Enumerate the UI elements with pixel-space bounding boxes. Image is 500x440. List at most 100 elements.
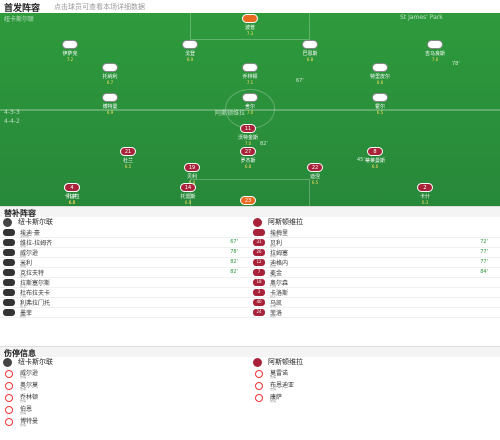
shirt-number-badge — [3, 239, 15, 246]
event-time: 45' — [357, 157, 365, 163]
sub-player-row[interactable]: 埃梅里 主教练 — [250, 228, 500, 238]
sub-player-row[interactable]: 24 菲洛 前锋 — [250, 308, 500, 318]
sub-player-row[interactable]: 7 麦金 中场 84' — [250, 268, 500, 278]
sub-player-position: 主教练 — [20, 234, 30, 238]
sub-player-name: 埃梅里 — [270, 230, 289, 237]
lineup-title: 首发阵容 — [4, 4, 41, 14]
player-shirt-icon: 2 — [417, 183, 433, 192]
injury-row[interactable]: 布恩迪亚 伤病 — [250, 380, 500, 392]
sub-player-row[interactable]: 12 迪格内 后卫 77' — [250, 258, 500, 268]
home-player[interactable]: 波普 7.3 — [230, 14, 270, 36]
shirt-number-badge — [3, 229, 15, 236]
sub-player-row[interactable]: 克拉夫特 后卫 82' — [0, 268, 250, 278]
sub-player-row[interactable]: 26 拉姆塞 中场 77' — [250, 248, 500, 258]
player-name: 霍尔 — [374, 104, 385, 110]
sub-time: 84' — [480, 269, 488, 275]
sub-player-row[interactable]: 维拉-拉姆齐 中场 67' — [0, 238, 250, 248]
sub-player-name: 拉姆塞 — [270, 250, 289, 257]
away-player[interactable]: 8 蒂莱曼斯 6.6 — [355, 147, 395, 169]
injury-row[interactable]: 乔林顿 伤病 — [0, 392, 250, 404]
home-player[interactable]: 巴恩斯 6.8 — [290, 40, 330, 62]
injury-icon — [5, 382, 13, 390]
away-player[interactable]: 14 托雷斯 6.9 — [168, 183, 208, 205]
sub-player-position: 前锋 — [20, 314, 27, 318]
sub-player-position: 中场 — [270, 254, 277, 258]
injuries-home-team-name: 纽卡斯尔联 — [18, 358, 53, 366]
injury-row[interactable]: 伯恩 伤病 — [0, 404, 250, 416]
home-player[interactable]: 吉马良斯 7.0 — [415, 40, 455, 62]
away-player[interactable]: 23马丁内斯7.1 — [228, 196, 268, 206]
player-shirt-icon: 22 — [307, 163, 323, 172]
player-name: 沃特金斯 — [237, 135, 258, 141]
home-player[interactable]: 特里皮尔 6.6 — [360, 63, 400, 85]
sub-player-position: 后卫 — [20, 284, 27, 288]
sub-player-row[interactable]: 3 卡洛斯 后卫 — [250, 288, 500, 298]
subs-away-column: 阿斯顿维拉 埃梅里 主教练 31 贝利 前锋 72' 26 拉姆塞 中场 77' 12 迪格内 后卫 77… — [250, 217, 500, 318]
away-player[interactable]: 21 杜兰 6.5 — [108, 147, 148, 169]
away-player[interactable]: 2 卡什 6.3 — [405, 183, 445, 205]
sub-player-position: 前锋 — [270, 314, 277, 318]
shirt-number-badge: 18 — [253, 279, 265, 286]
sub-player-name: 菲洛 — [270, 310, 283, 317]
sub-player-position: 后卫 — [20, 274, 27, 278]
away-player[interactable]: 4 孔萨 6.6 — [52, 183, 92, 205]
away-player[interactable]: 11 沃特金斯 7.0 — [228, 124, 268, 146]
home-player[interactable]: 伊萨克 7.2 — [50, 40, 90, 62]
sub-player-row[interactable]: 31 贝利 前锋 72' — [250, 238, 500, 248]
home-team-label: 纽卡斯尔联 — [4, 16, 35, 23]
player-shirt-icon: 8 — [367, 147, 383, 156]
player-rating: 7.1 — [246, 80, 254, 85]
sub-player-name: 麦金 — [270, 270, 283, 277]
away-player[interactable]: 19 贝利6.4 — [172, 163, 212, 185]
home-player[interactable]: 戈登 6.9 — [170, 40, 210, 62]
shirt-number-badge: 40 — [253, 299, 265, 306]
injury-status: 伤病 — [20, 387, 27, 391]
home-player[interactable]: 乔林顿 7.1 — [230, 63, 270, 85]
home-player[interactable]: 托纳利 6.7 — [90, 63, 130, 85]
player-rating: 7.0 — [431, 57, 439, 62]
sub-player-row[interactable]: 利弗拉门托 后卫 — [0, 298, 250, 308]
sub-player-position: 门将 — [20, 294, 27, 298]
sub-player-row[interactable]: 40 马凯 中场 — [250, 298, 500, 308]
home-player[interactable]: 博特曼 6.9 — [90, 93, 130, 115]
sub-player-position: 中场 — [270, 274, 277, 278]
shirt-number-badge — [253, 229, 265, 236]
sub-player-row[interactable]: 米利 中场 82' — [0, 258, 250, 268]
shirt-number-badge — [3, 309, 15, 316]
sub-player-row[interactable]: 杜布拉夫卡 门将 — [0, 288, 250, 298]
player-name: 波普 — [244, 25, 255, 31]
player-rating: 6.9 — [184, 200, 192, 205]
injury-row[interactable]: 博特曼 伤病 — [0, 416, 250, 428]
injuries-away-team: 阿斯顿维拉 — [250, 357, 500, 368]
sub-time: 72' — [480, 239, 488, 245]
subs-title: 替补阵容 — [4, 209, 36, 218]
injury-row[interactable]: 威尔逊 伤病 — [0, 368, 250, 380]
player-shirt-icon — [242, 14, 258, 23]
away-player[interactable]: 27 罗杰斯 6.8 — [228, 147, 268, 169]
player-rating: 6.9 — [186, 57, 194, 62]
player-shirt-icon — [102, 63, 118, 72]
injury-icon — [255, 382, 263, 390]
player-name: 吉马良斯 — [424, 51, 445, 57]
player-rating: 6.5 — [124, 164, 132, 169]
home-player[interactable]: 霍尔 6.5 — [360, 93, 400, 115]
sub-player-row[interactable]: 埃迪·豪 主教练 — [0, 228, 250, 238]
home-player[interactable]: 舍尔 7.0 — [230, 93, 270, 115]
injury-row[interactable]: 莫雷诺 伤病 — [250, 368, 500, 380]
injury-row[interactable]: 康萨 伤病 — [250, 392, 500, 404]
injured-player-name: 伯恩 — [20, 406, 33, 413]
aston-villa-logo-icon — [253, 218, 262, 227]
sub-player-row[interactable]: 拉斯塞尔斯 后卫 — [0, 278, 250, 288]
player-rating: 6.9 — [106, 110, 114, 115]
sub-player-row[interactable]: 18 奥尔森 门将 — [250, 278, 500, 288]
shirt-number-badge — [3, 269, 15, 276]
away-player[interactable]: 22 迪涅 6.5 — [295, 163, 335, 185]
injury-row[interactable]: 奥尔莫 伤病 — [0, 380, 250, 392]
sub-player-row[interactable]: 墨菲 前锋 — [0, 308, 250, 318]
shirt-number-badge — [3, 279, 15, 286]
sub-player-row[interactable]: 威尔逊 前锋 78' — [0, 248, 250, 258]
lineup-subtitle: 点击球员可查看本场详细数据 — [54, 3, 145, 11]
injury-icon — [5, 394, 13, 402]
player-rating: 7.2 — [66, 57, 74, 62]
away-team-label: 阿斯顿维拉 — [215, 110, 246, 117]
